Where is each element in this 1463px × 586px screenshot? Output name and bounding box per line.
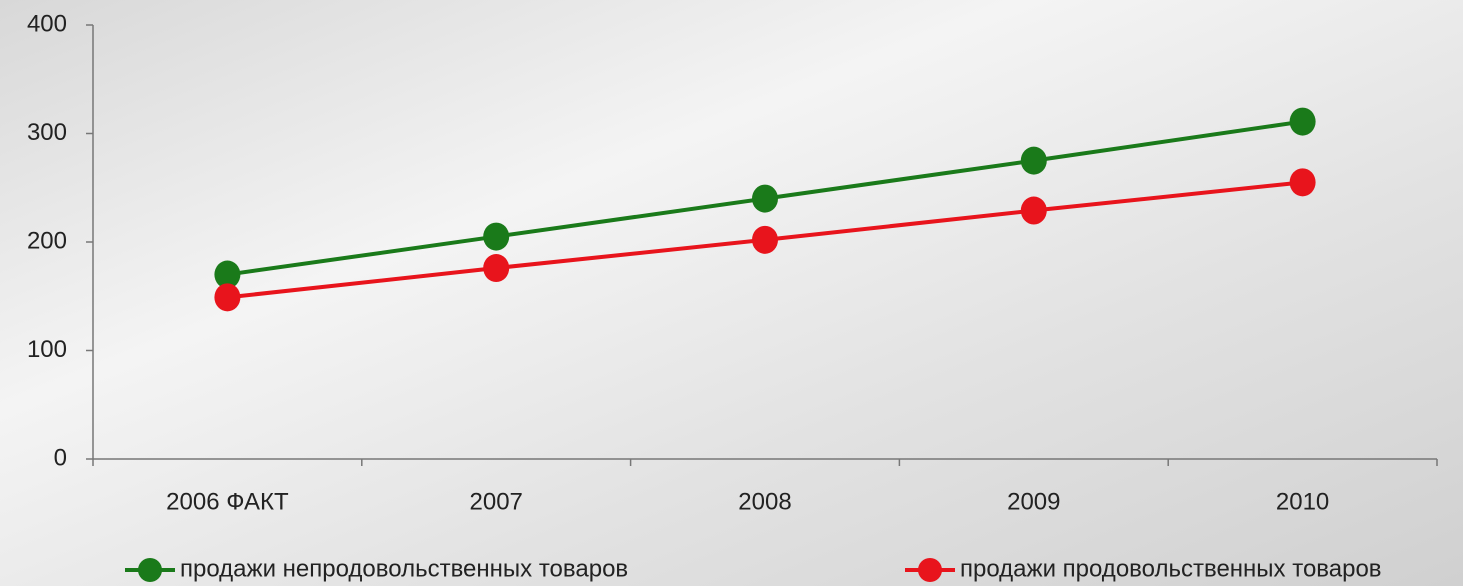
y-tick-label: 400 [27,10,67,37]
point-marker [1020,196,1047,225]
legend-label: продажи непродовольственных товаров [180,555,628,582]
legend-label: продажи продовольственных товаров [960,555,1382,582]
point-marker [1020,146,1047,175]
x-tick-label: 2008 [738,488,791,515]
x-tick-label: 2009 [1007,488,1060,515]
point-marker [214,260,241,289]
y-tick-label: 300 [27,119,67,146]
point-marker [214,283,241,312]
point-marker [483,222,510,251]
x-tick-label: 2010 [1276,488,1329,515]
point-marker [1289,107,1316,136]
y-tick-label: 0 [54,444,67,471]
point-marker [483,254,510,283]
y-tick-label: 100 [27,336,67,363]
point-marker [752,225,778,254]
y-tick-label: 200 [27,227,67,254]
x-tick-label: 2006 ФАКТ [166,488,289,515]
x-tick-label: 2007 [470,488,523,515]
point-marker [1289,168,1316,197]
legend-marker [918,558,942,582]
legend-marker [138,558,162,582]
point-marker [752,184,778,213]
